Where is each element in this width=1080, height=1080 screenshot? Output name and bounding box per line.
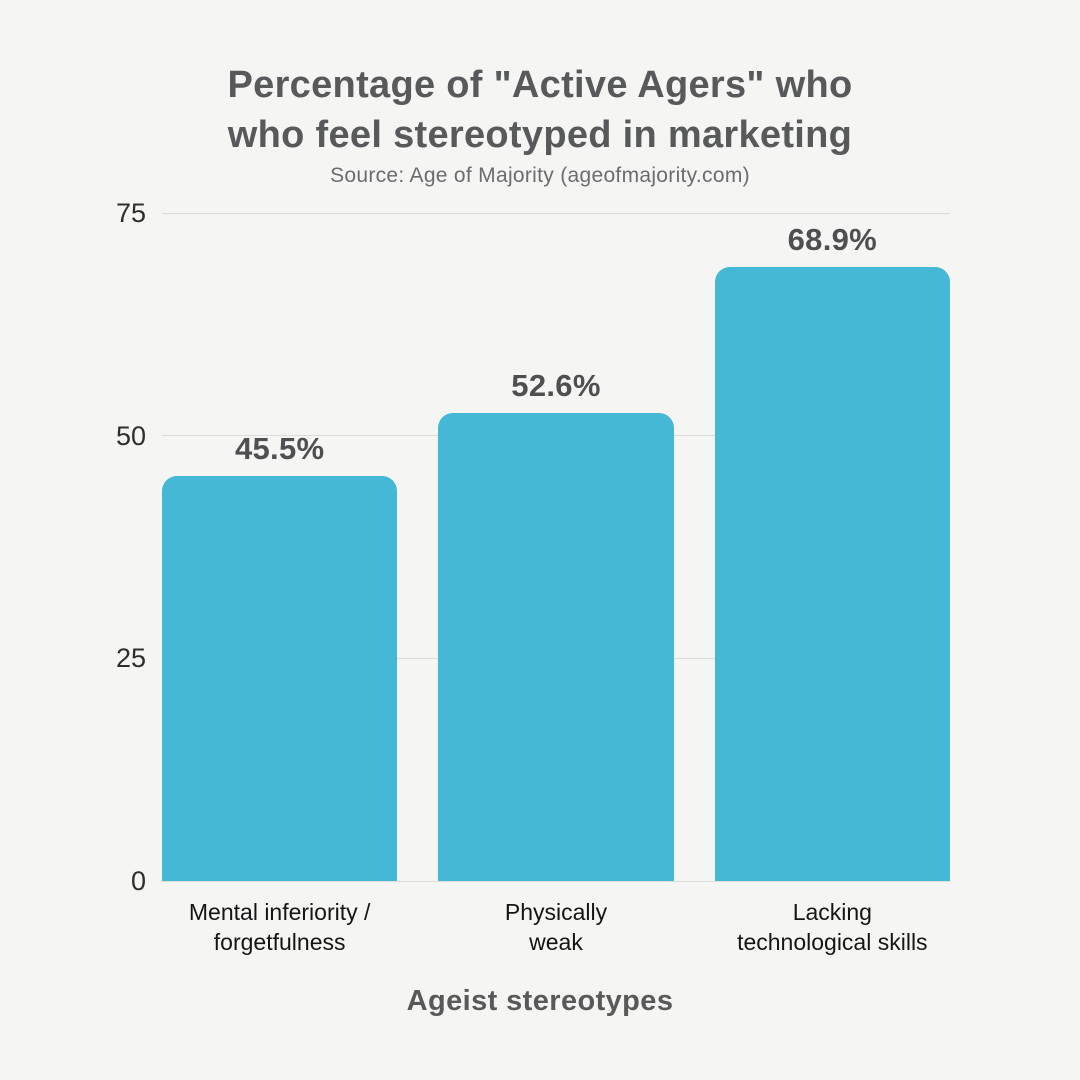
gridline-y-75 (162, 212, 950, 214)
x-category-label-line: Mental inferiority / (188, 899, 371, 925)
y-tick-label-25: 25 (115, 643, 146, 674)
chart-title: Percentage of "Active Agers" who who fee… (0, 60, 1080, 160)
x-category-label-1: Mental inferiority / forgetfulness (110, 897, 450, 957)
bar-value-label-2: 52.6% (511, 367, 601, 403)
gridline-y-0 (162, 880, 950, 882)
x-category-label-2: Physically weak (386, 897, 726, 957)
bar-3 (714, 267, 950, 881)
y-tick-label-0: 0 (130, 866, 146, 896)
bar-value-label-3: 68.9% (787, 222, 878, 258)
chart-source: Source: Age of Majority (ageofmajority.c… (330, 164, 750, 187)
x-category-label-line: Physically (504, 899, 608, 925)
x-category-label-line: Lacking (792, 899, 872, 925)
x-category-label-line: forgetfulness (213, 929, 346, 955)
x-category-label-3: Lacking technological skills (662, 897, 1002, 957)
chart-title-line2: who feel stereotyped in marketing (227, 114, 853, 156)
bar-1 (162, 475, 398, 881)
x-category-label-line: weak (529, 929, 583, 955)
bar-value-label-1: 45.5% (234, 430, 325, 466)
x-category-label-line: technological skills (737, 929, 928, 955)
chart-title-line1: Percentage of "Active Agers" who (227, 64, 853, 106)
y-tick-label-50: 50 (115, 420, 146, 451)
bar-2 (438, 412, 674, 881)
y-tick-label-75: 75 (115, 198, 146, 228)
x-axis-title: Ageist stereotypes (406, 985, 674, 1017)
